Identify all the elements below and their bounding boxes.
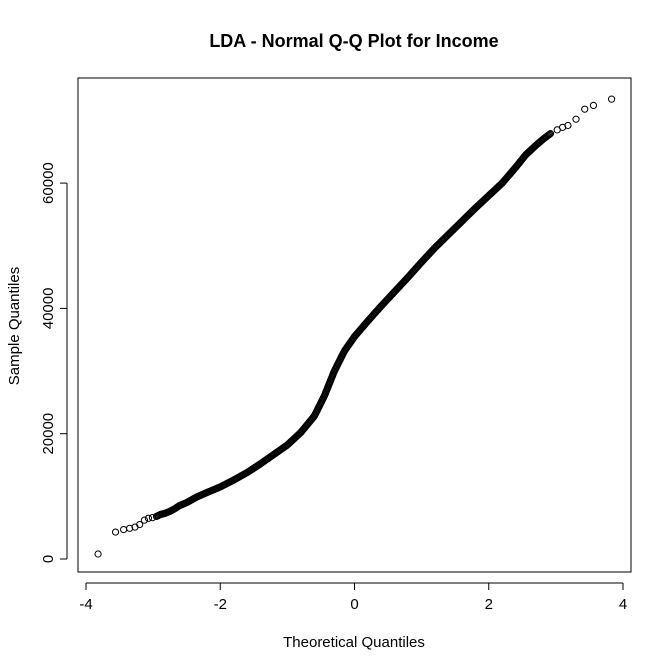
y-tick-label: 60000 [40,162,57,204]
y-tick-label: 40000 [40,288,57,330]
y-tick-label: 0 [40,555,57,563]
qq-point [126,524,134,532]
x-axis-label: Theoretical Quantiles [283,634,425,651]
qq-point [589,101,598,110]
qq-point [148,514,157,522]
y-tick-label: 20000 [40,413,57,455]
x-tick-label: -2 [214,596,227,613]
qq-point [111,528,120,536]
qq-point [140,516,148,524]
x-axis: -4 -2 0 2 4 [79,582,627,613]
chart-title: LDA - Normal Q-Q Plot for Income [209,31,498,51]
qq-point [94,550,102,558]
x-tick-label: -4 [79,596,92,613]
qq-point [581,105,589,113]
y-axis: 0 20000 40000 60000 [40,162,68,563]
qq-point [572,115,580,123]
qq-point [119,525,128,534]
qq-point [564,121,572,130]
x-tick-label: 0 [350,596,358,613]
x-tick-label: 4 [619,596,627,613]
qq-point [607,95,616,103]
y-axis-label: Sample Quantiles [6,267,23,385]
qq-point [144,514,153,522]
qq-point [544,131,553,139]
plot-frame [77,77,632,573]
qq-point [545,130,554,138]
x-tick-label: 2 [485,596,493,613]
qq-point [546,130,555,138]
data-points [94,95,616,558]
qq-point [136,520,144,529]
